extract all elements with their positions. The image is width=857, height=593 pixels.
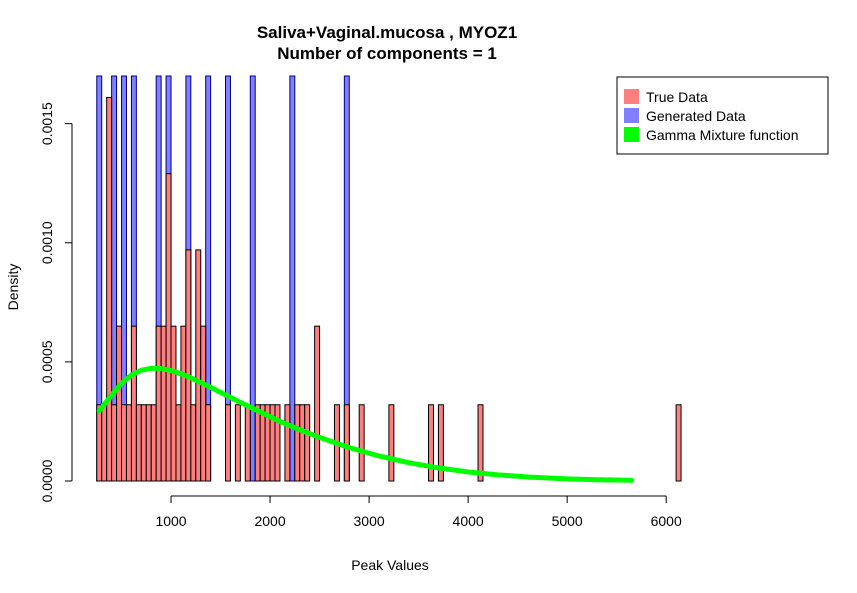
true-data-bar-35 (314, 325, 321, 482)
x-axis: 1000 2000 3000 4000 5000 6000 (155, 495, 682, 529)
y-tick-label-3: 0.0015 (39, 102, 55, 145)
true-data-bar-21 (200, 325, 207, 482)
true-data-bar-13 (160, 325, 167, 482)
true-data-bar-19 (190, 404, 197, 482)
chart-title: Saliva+Vaginal.mucosa , MYOZ1 (257, 23, 517, 42)
true-data-bar-42 (477, 404, 484, 482)
chart-subtitle: Number of components = 1 (277, 44, 497, 63)
true-data-bar-25 (244, 404, 251, 482)
x-tick-label-2: 3000 (354, 513, 385, 529)
true-data-bar-5 (121, 404, 127, 482)
true-data-bar-26 (254, 404, 261, 482)
true-data-bar-15 (170, 325, 177, 482)
true-data-bar-16 (175, 404, 182, 482)
true-data-bar-43 (675, 404, 682, 482)
generated-data-bar-10 (289, 75, 296, 482)
y-axis: 0.0000 0.0005 0.0010 0.0015 (39, 102, 73, 502)
true-data-bar-7 (130, 325, 137, 482)
x-tick-label-5: 6000 (651, 513, 682, 529)
true-data-bar-1 (101, 404, 108, 482)
x-tick-label-1: 2000 (254, 513, 285, 529)
true-data-bar-6 (125, 404, 132, 482)
y-tick-label-0: 0.0000 (39, 459, 55, 502)
x-tick-label-4: 5000 (552, 513, 583, 529)
true-data-bar-41 (437, 404, 444, 482)
legend-swatch-generated-data (624, 108, 639, 123)
true-data-bar-4 (116, 325, 123, 482)
x-tick-label-0: 1000 (155, 513, 186, 529)
legend-swatch-true-data (624, 89, 639, 104)
true-data-bar-11 (150, 404, 157, 482)
true-data-bar-8 (135, 404, 142, 482)
true-data-bar-30 (274, 404, 281, 482)
true-data-bar-38 (358, 404, 365, 482)
x-axis-label: Peak Values (351, 557, 429, 573)
gamma-mixture-curve (96, 365, 635, 483)
true-data-bar-0 (96, 404, 103, 482)
true-data-bar-34 (304, 404, 311, 482)
true-data-bar-31 (284, 404, 291, 482)
true-data-bar-22 (205, 404, 212, 482)
true-data-bar-20 (195, 249, 202, 482)
true-data-bar-24 (234, 404, 241, 482)
legend-label-gamma-mixture: Gamma Mixture function (646, 127, 799, 143)
legend-label-generated-data: Generated Data (646, 108, 746, 124)
true-data-bars (96, 96, 682, 482)
true-data-bar-2 (106, 96, 113, 482)
true-data-bar-3 (111, 404, 118, 482)
true-data-bar-32 (294, 404, 301, 482)
true-data-bar-18 (185, 249, 192, 482)
true-data-bar-23 (225, 404, 231, 482)
legend-label-true-data: True Data (646, 89, 708, 105)
true-data-bar-10 (145, 404, 152, 482)
y-tick-label-2: 0.0010 (39, 221, 55, 264)
true-data-bar-40 (428, 404, 434, 482)
true-data-bar-17 (180, 325, 187, 482)
gamma-curve-layer (96, 365, 635, 483)
true-data-bar-33 (299, 404, 306, 482)
y-tick-label-1: 0.0005 (39, 340, 55, 383)
legend-box (616, 76, 829, 155)
x-tick-label-3: 4000 (453, 513, 484, 529)
true-data-bar-39 (388, 404, 395, 482)
y-axis-label: Density (5, 264, 21, 311)
true-data-bar-37 (343, 404, 350, 482)
legend-swatch-gamma-mixture (624, 127, 639, 142)
true-data-bar-14 (165, 173, 172, 482)
true-data-bar-9 (140, 404, 147, 482)
true-data-bar-12 (155, 325, 162, 482)
legend: True Data Generated Data Gamma Mixture f… (616, 76, 829, 155)
generated-data-bar-9 (249, 75, 256, 482)
